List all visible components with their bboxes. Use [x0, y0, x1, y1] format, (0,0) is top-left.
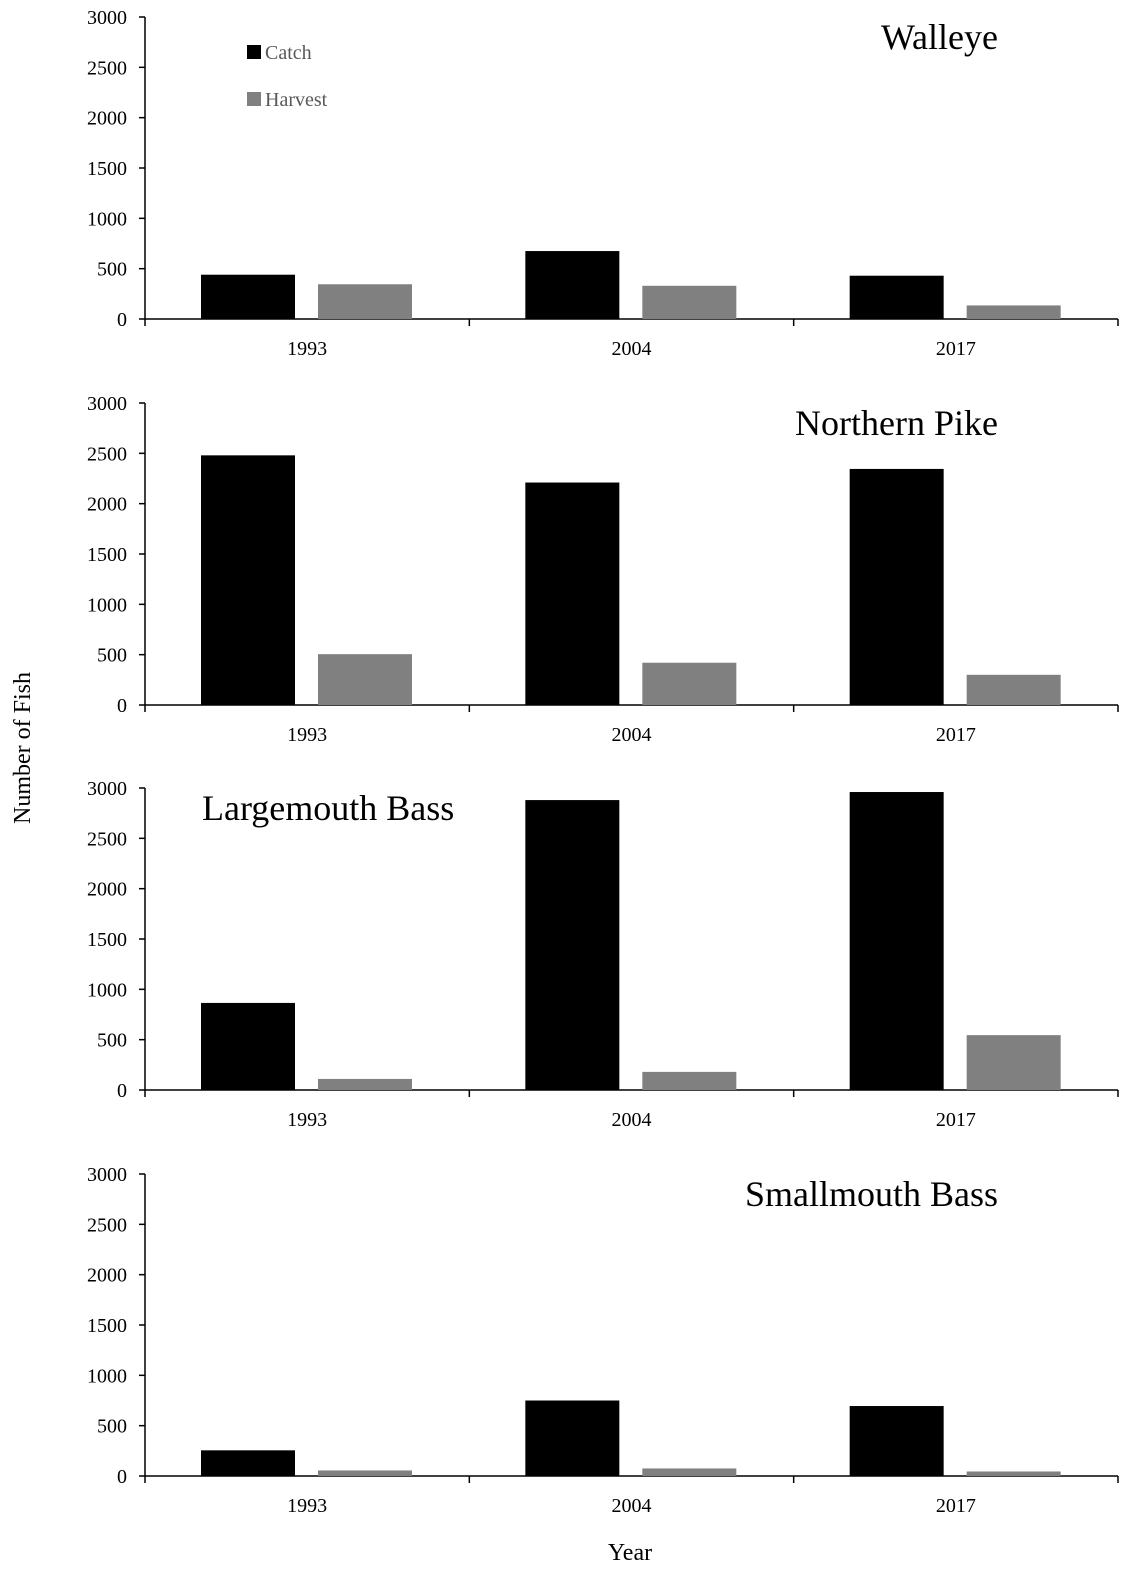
- y-tick-label: 0: [117, 1466, 127, 1488]
- bar-harvest-2017: [966, 674, 1061, 705]
- x-tick-label: 1993: [287, 338, 327, 360]
- y-tick-label: 1500: [87, 544, 127, 566]
- y-tick-label: 0: [117, 309, 127, 331]
- y-tick-label: 500: [97, 1416, 127, 1438]
- panel-title: Northern Pike: [795, 403, 998, 443]
- x-tick-label: 1993: [287, 1495, 327, 1517]
- y-tick-label: 0: [117, 1080, 127, 1102]
- y-tick-label: 1000: [87, 979, 127, 1001]
- y-tick-label: 1500: [87, 158, 127, 180]
- bar-harvest-2004: [642, 1071, 737, 1090]
- bar-catch-2004: [525, 1400, 620, 1476]
- panel-title: Largemouth Bass: [202, 788, 454, 828]
- x-tick-label: 2017: [936, 1495, 976, 1517]
- bar-harvest-2004: [642, 662, 737, 705]
- panel-title: Walleye: [881, 17, 998, 57]
- y-tick-label: 500: [97, 1030, 127, 1052]
- x-tick-label: 2004: [612, 724, 652, 746]
- bar-harvest-1993: [318, 1470, 412, 1476]
- y-tick-label: 0: [117, 695, 127, 717]
- y-tick-label: 2500: [87, 443, 127, 465]
- x-tick-label: 2004: [612, 338, 652, 360]
- legend-label-harvest: Harvest: [265, 89, 328, 111]
- y-axis-title: Number of Fish: [10, 672, 36, 824]
- y-tick-label: 2000: [87, 494, 127, 516]
- y-tick-label: 2000: [87, 108, 127, 130]
- bar-harvest-2004: [642, 1468, 737, 1476]
- y-tick-label: 3000: [87, 7, 127, 29]
- y-tick-label: 2500: [87, 828, 127, 850]
- bar-catch-2004: [525, 800, 620, 1090]
- x-tick-label: 1993: [287, 724, 327, 746]
- bar-harvest-2017: [966, 1035, 1061, 1090]
- y-tick-label: 500: [97, 259, 127, 281]
- y-tick-label: 1000: [87, 594, 127, 616]
- y-tick-label: 1500: [87, 1315, 127, 1337]
- x-axis-title: Year: [608, 1540, 652, 1566]
- bar-harvest-2017: [966, 1471, 1061, 1476]
- bar-catch-1993: [201, 274, 295, 319]
- bar-catch-1993: [201, 455, 295, 705]
- y-tick-label: 2500: [87, 57, 127, 79]
- x-tick-label: 2017: [936, 1109, 976, 1131]
- y-tick-label: 1000: [87, 208, 127, 230]
- x-tick-label: 1993: [287, 1109, 327, 1131]
- y-tick-label: 3000: [87, 778, 127, 800]
- x-tick-label: 2004: [612, 1495, 652, 1517]
- bar-harvest-2017: [966, 305, 1061, 319]
- legend-swatch-catch: [247, 45, 261, 59]
- x-tick-label: 2004: [612, 1109, 652, 1131]
- bar-harvest-2004: [642, 285, 737, 319]
- bar-harvest-1993: [318, 1078, 412, 1090]
- y-tick-label: 1000: [87, 1365, 127, 1387]
- bar-catch-2017: [849, 275, 944, 319]
- y-tick-label: 3000: [87, 1164, 127, 1186]
- legend-swatch-harvest: [247, 92, 261, 106]
- bar-harvest-1993: [318, 654, 412, 705]
- bar-catch-2004: [525, 482, 620, 705]
- bar-catch-2004: [525, 251, 620, 319]
- bar-catch-1993: [201, 1450, 295, 1476]
- y-tick-label: 2000: [87, 1265, 127, 1287]
- bar-catch-1993: [201, 1002, 295, 1090]
- bar-harvest-1993: [318, 284, 412, 319]
- y-tick-label: 3000: [87, 393, 127, 415]
- y-tick-label: 2500: [87, 1214, 127, 1236]
- bar-catch-2017: [849, 468, 944, 705]
- panel-title: Smallmouth Bass: [745, 1174, 998, 1214]
- x-tick-label: 2017: [936, 338, 976, 360]
- bar-catch-2017: [849, 792, 944, 1090]
- y-tick-label: 2000: [87, 879, 127, 901]
- y-tick-label: 500: [97, 645, 127, 667]
- legend-label-catch: Catch: [265, 42, 312, 64]
- x-tick-label: 2017: [936, 724, 976, 746]
- y-tick-label: 1500: [87, 929, 127, 951]
- bar-catch-2017: [849, 1406, 944, 1476]
